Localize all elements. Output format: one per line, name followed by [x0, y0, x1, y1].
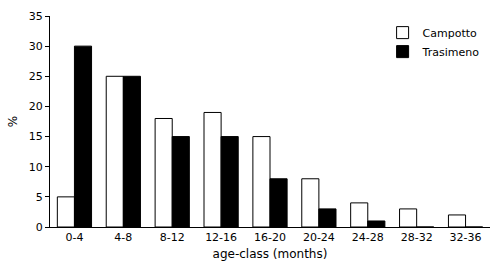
svg-text:32-36: 32-36	[450, 231, 482, 244]
svg-text:%: %	[6, 116, 20, 127]
svg-text:35: 35	[29, 10, 43, 23]
svg-text:15: 15	[29, 130, 43, 143]
svg-text:20: 20	[29, 100, 43, 113]
svg-text:Trasimeno: Trasimeno	[422, 46, 480, 59]
svg-text:Campotto: Campotto	[423, 27, 477, 40]
svg-text:30: 30	[29, 40, 43, 53]
svg-text:24-28: 24-28	[352, 231, 384, 244]
svg-text:0: 0	[36, 221, 43, 234]
svg-text:4-8: 4-8	[114, 231, 132, 244]
svg-text:25: 25	[29, 70, 43, 83]
svg-text:16-20: 16-20	[254, 231, 286, 244]
svg-text:10: 10	[29, 161, 43, 174]
svg-text:28-32: 28-32	[401, 231, 433, 244]
svg-text:0-4: 0-4	[65, 231, 83, 244]
svg-text:8-12: 8-12	[160, 231, 185, 244]
svg-text:5: 5	[36, 191, 43, 204]
svg-text:age-class (months): age-class (months)	[213, 247, 328, 261]
svg-text:20-24: 20-24	[303, 231, 335, 244]
svg-text:12-16: 12-16	[205, 231, 237, 244]
